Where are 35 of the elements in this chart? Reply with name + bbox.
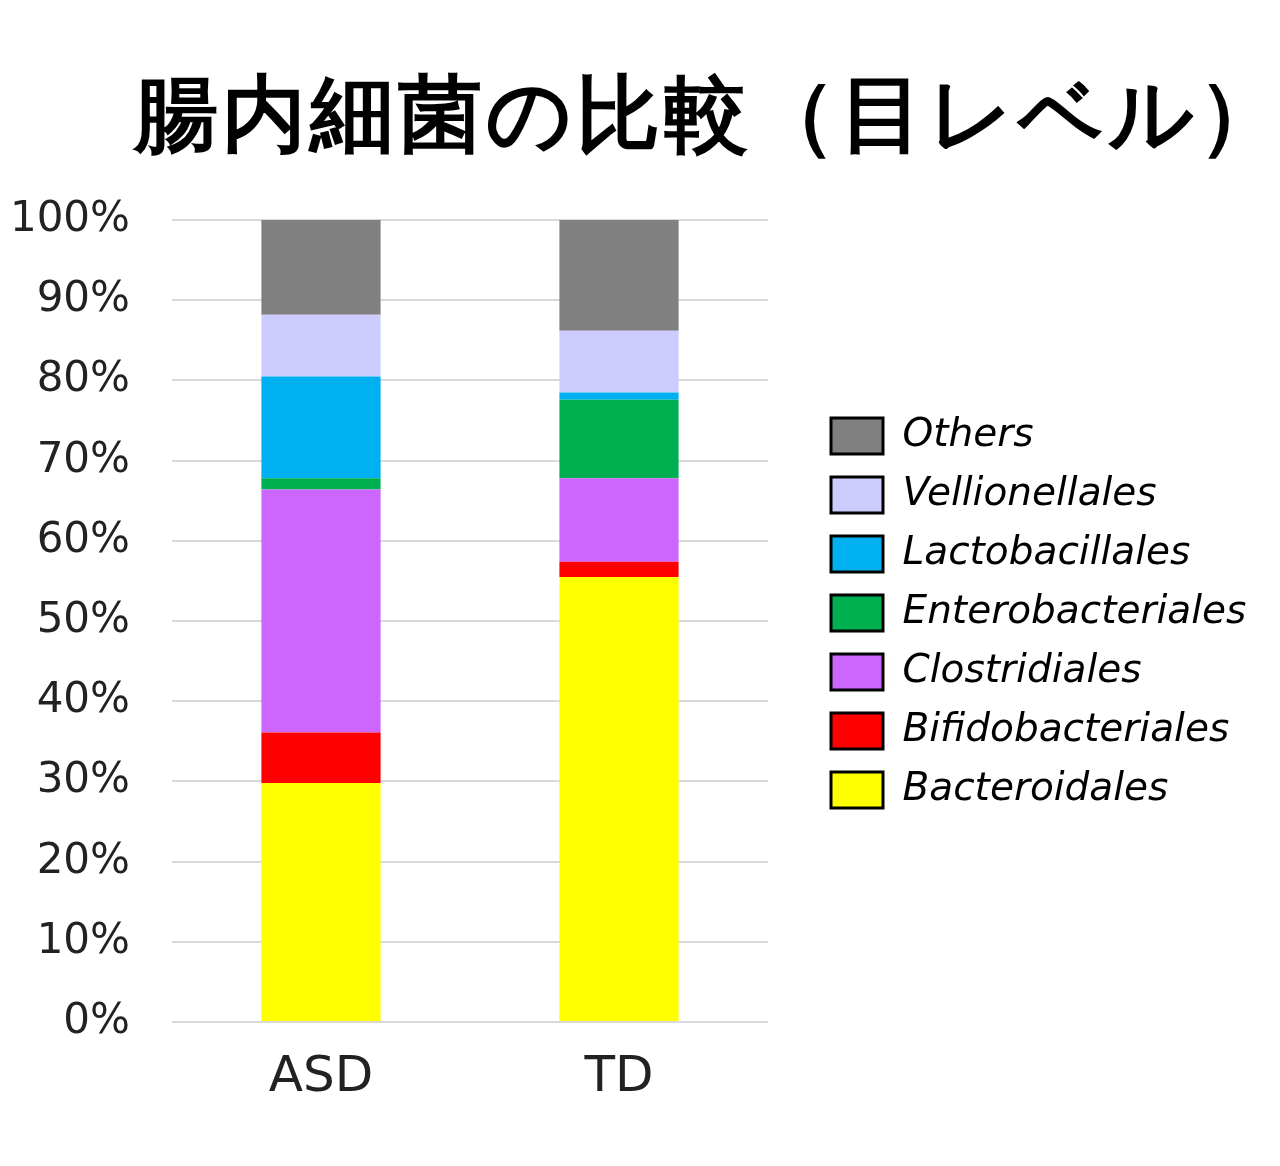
legend-label: Clostridiales	[902, 646, 1142, 692]
legend-label: Vellionellales	[902, 469, 1157, 515]
y-tick-label: 100%	[9, 191, 130, 241]
y-tick-label: 90%	[36, 272, 130, 322]
bar	[559, 392, 679, 400]
bar	[559, 399, 679, 479]
bar	[261, 783, 381, 1021]
bar	[261, 314, 381, 377]
y-tick-label: 0%	[63, 993, 130, 1043]
legend-label: Others	[902, 410, 1034, 456]
y-tick-label: 30%	[36, 753, 130, 803]
y-tick-label: 20%	[36, 833, 130, 883]
y-tick-label: 40%	[36, 673, 130, 723]
x-tick-label: ASD	[268, 1044, 374, 1103]
legend-label: Bifidobacteriales	[902, 705, 1230, 751]
bar	[559, 330, 679, 393]
y-tick-label: 70%	[36, 432, 130, 482]
bar	[559, 576, 679, 1021]
bar	[261, 376, 381, 479]
y-tick-label: 50%	[36, 592, 130, 642]
legend-label: Enterobacteriales	[902, 587, 1247, 633]
bar	[261, 489, 381, 733]
bar	[261, 478, 381, 490]
bar	[559, 220, 679, 331]
x-tick-label: TD	[583, 1044, 654, 1103]
bar	[261, 220, 381, 315]
y-tick-label: 10%	[36, 913, 130, 963]
y-tick-label: 60%	[36, 512, 130, 562]
bar	[559, 478, 679, 562]
y-tick-label: 80%	[36, 352, 130, 402]
legend-label: Lactobacillales	[902, 528, 1191, 574]
bar	[261, 732, 381, 783]
chart-title: 腸内細菌の比較（目レベル）	[134, 64, 1280, 164]
bar	[559, 561, 679, 577]
legend-label: Bacteroidales	[902, 764, 1169, 810]
